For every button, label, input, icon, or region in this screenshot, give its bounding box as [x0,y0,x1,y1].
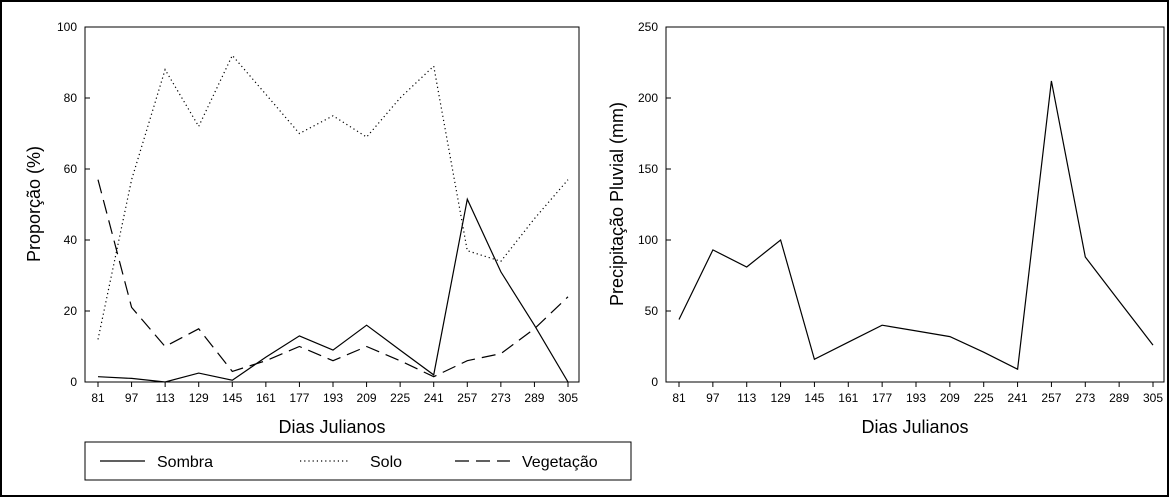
proporcao-xtick-label: 193 [323,391,343,405]
legend-proporcao: Sombra Solo Vegetação [84,441,632,481]
legend-box [84,441,632,481]
precipitacao-xtick-label: 273 [1075,391,1095,405]
legend-label-vegetacao: Vegetação [522,454,598,471]
x-axis-title-proporcao: Dias Julianos [278,417,385,437]
proporcao-xtick-label: 113 [156,391,175,405]
plot-area-precipitacao [665,26,1165,383]
precipitacao-ytick-label: 200 [638,91,658,105]
precipitacao-ytick-label: 50 [645,304,659,318]
proporcao-xtick-label: 97 [125,391,139,405]
proporcao-ytick-label: 80 [64,91,78,105]
precipitacao-xtick-label: 305 [1143,391,1163,405]
legend-label-solo: Solo [370,454,402,471]
proporcao-series-line-solo [97,54,569,340]
proporcao-xtick-label: 145 [222,391,242,405]
precipitacao-ytick-label: 100 [638,233,658,247]
precipitacao-xtick-label: 113 [737,391,756,405]
precipitacao-xtick-label: 257 [1041,391,1061,405]
proporcao-xtick-label: 289 [524,391,544,405]
precipitacao-xtick-label: 289 [1109,391,1129,405]
y-axis-title-precipitacao: Precipitação Pluvial (mm) [607,102,627,306]
series-group-proporcao [97,54,569,383]
y-axis-ticks-precipitacao: 0 50 100 150 200 250 [638,20,671,389]
x-axis-ticks-precipitacao: 81 97 113 129 145 161 177 193 209 225 241 257 273 289… [672,382,1163,405]
x-axis-title-precipitacao: Dias Julianos [861,417,968,437]
proporcao-ytick-label: 100 [57,20,77,34]
precipitacao-series-line-precipitacao [678,80,1154,371]
series-group-precipitacao [678,80,1154,371]
precipitacao-xtick-label: 177 [872,391,892,405]
chart-proporcao: 0 20 40 60 80 100 81 97 113 129 145 161 177 193 209 22… [24,20,632,481]
legend-label-sombra: Sombra [157,454,213,471]
proporcao-xtick-label: 161 [256,391,276,405]
proporcao-series-line-vegetacao [97,179,569,378]
proporcao-xtick-label: 305 [558,391,578,405]
proporcao-xtick-label: 81 [91,391,105,405]
proporcao-series-line-sombra [97,197,569,383]
precipitacao-ytick-label: 0 [651,375,658,389]
precipitacao-xtick-label: 129 [771,391,791,405]
precipitacao-xtick-label: 209 [940,391,960,405]
y-axis-ticks-proporcao: 0 20 40 60 80 100 [57,20,90,389]
precipitacao-xtick-label: 145 [804,391,824,405]
precipitacao-ytick-label: 150 [638,162,658,176]
precipitacao-xtick-label: 161 [838,391,858,405]
proporcao-xtick-label: 241 [424,391,444,405]
chart-precipitacao: 0 50 100 150 200 250 81 97 113 129 145 161 177 193 20… [607,20,1165,437]
proporcao-ytick-label: 0 [70,375,77,389]
proporcao-xtick-label: 257 [457,391,477,405]
precipitacao-xtick-label: 241 [1008,391,1028,405]
proporcao-xtick-label: 225 [390,391,410,405]
precipitacao-xtick-label: 193 [906,391,926,405]
precipitacao-xtick-label: 81 [672,391,686,405]
proporcao-xtick-label: 129 [189,391,209,405]
precipitacao-xtick-label: 97 [706,391,720,405]
precipitacao-xtick-label: 225 [974,391,994,405]
precipitacao-ytick-label: 250 [638,20,658,34]
y-axis-title-proporcao: Proporção (%) [24,146,44,262]
proporcao-ytick-label: 60 [64,162,78,176]
proporcao-ytick-label: 20 [64,304,78,318]
plot-area-proporcao [84,26,580,383]
proporcao-xtick-label: 177 [289,391,309,405]
proporcao-xtick-label: 273 [491,391,511,405]
x-axis-ticks-proporcao: 81 97 113 129 145 161 177 193 209 225 241 257 273 289… [91,382,578,405]
proporcao-xtick-label: 209 [357,391,377,405]
proporcao-ytick-label: 40 [64,233,78,247]
